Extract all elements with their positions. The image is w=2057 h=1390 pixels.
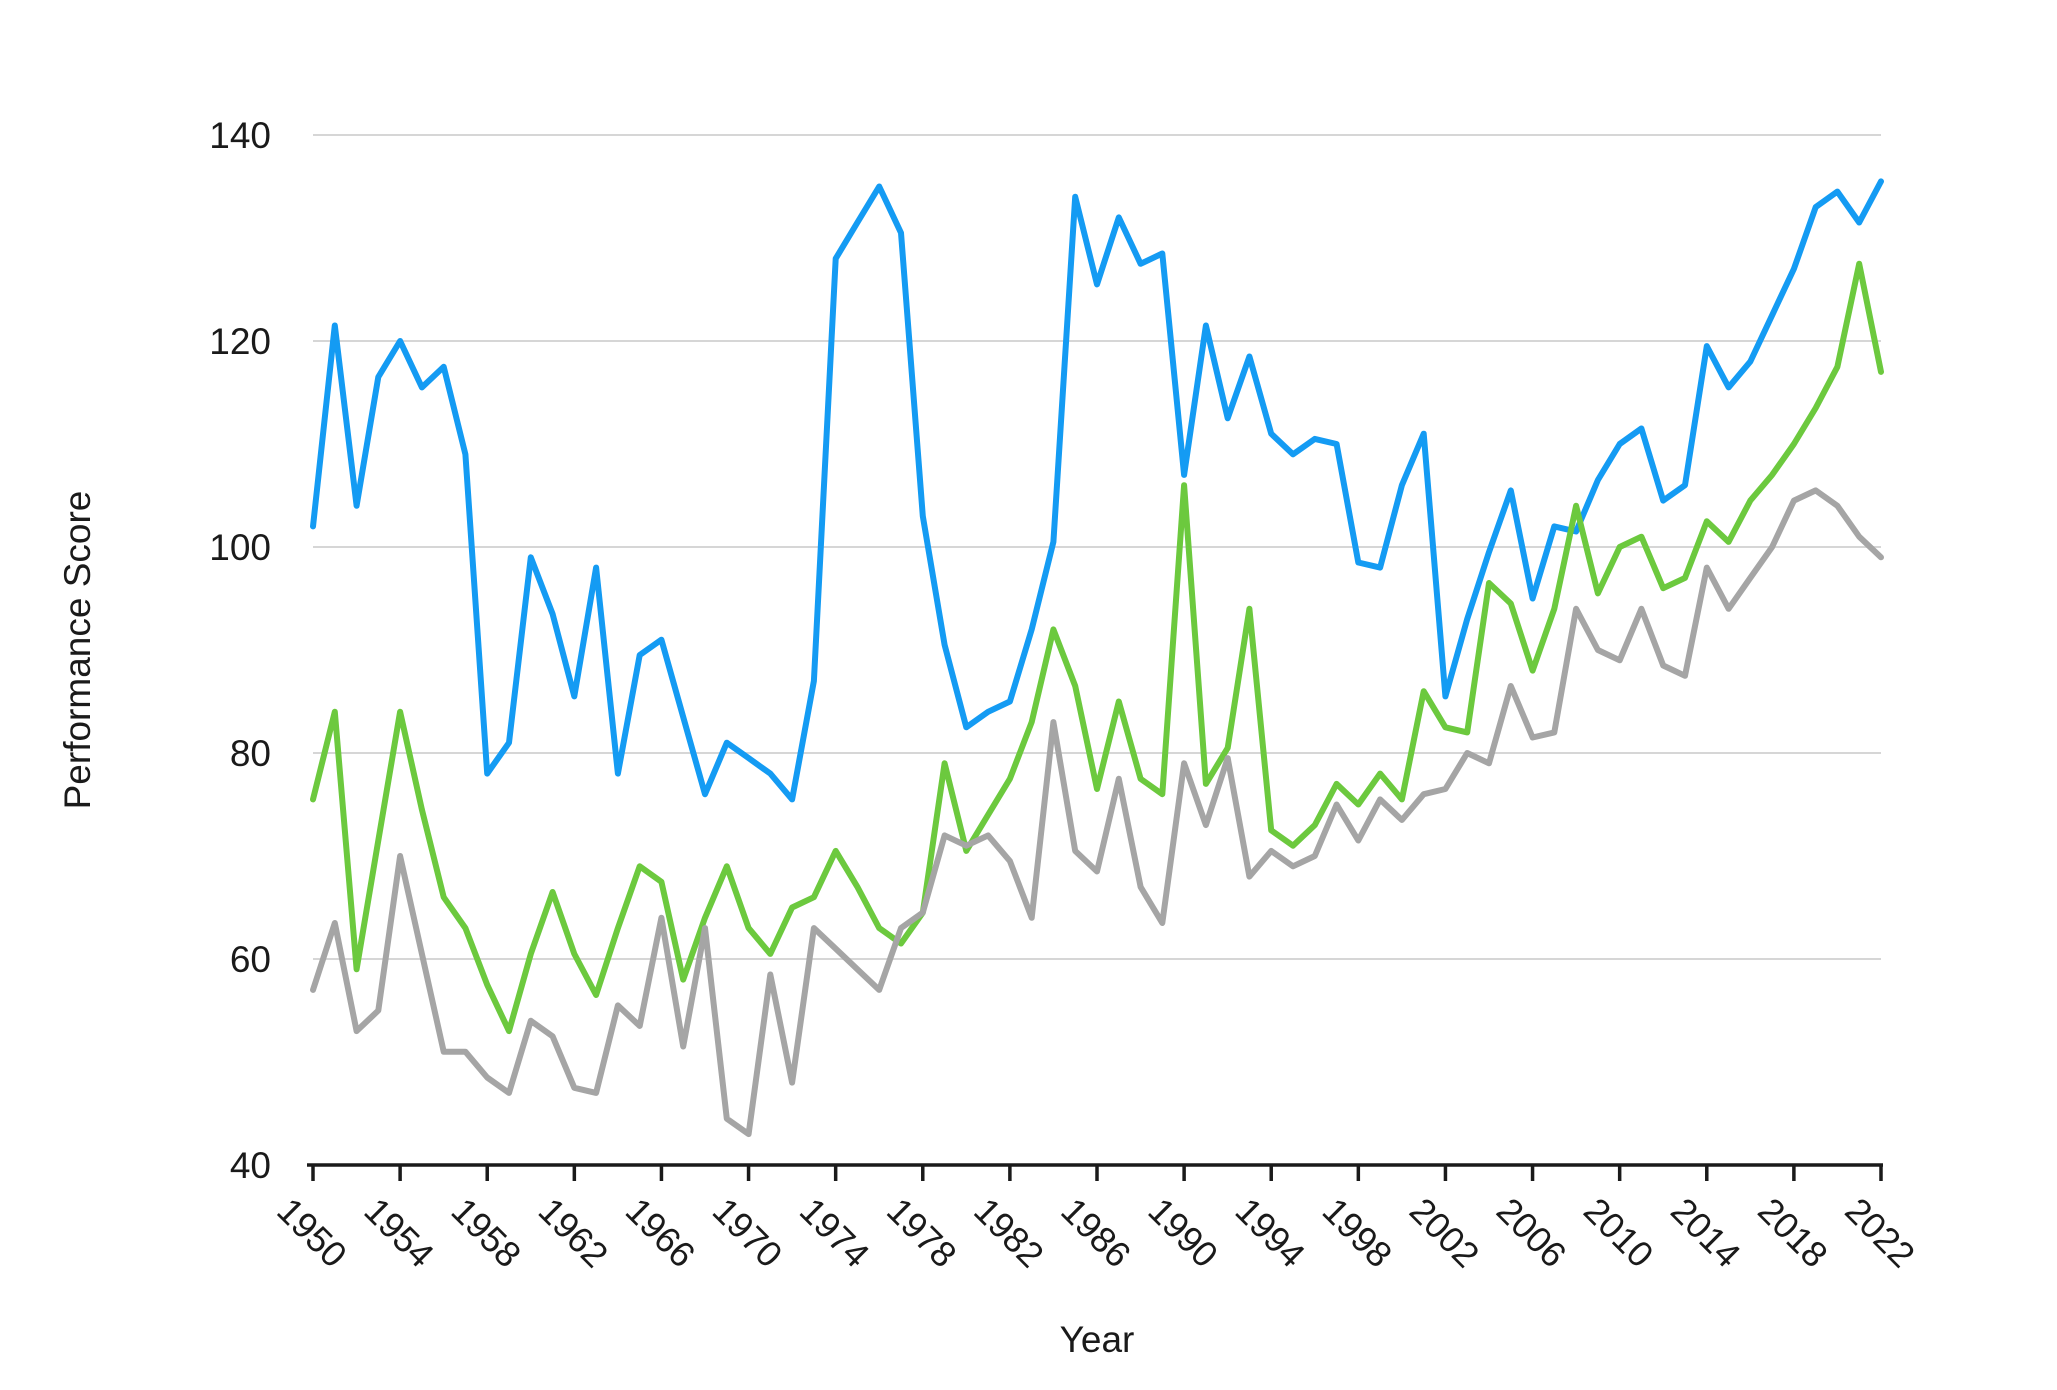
x-axis-tick-label: 1978 bbox=[879, 1190, 965, 1276]
y-axis-tick-label: 100 bbox=[209, 527, 271, 568]
x-axis-tick-label: 1962 bbox=[531, 1190, 617, 1276]
x-axis-tick-label: 2018 bbox=[1750, 1190, 1836, 1276]
y-axis-tick-label: 120 bbox=[209, 321, 271, 362]
x-axis-tick-label: 1958 bbox=[444, 1190, 530, 1276]
x-axis-tick-label: 1954 bbox=[356, 1190, 442, 1276]
y-axis-tick-label: 60 bbox=[230, 939, 271, 980]
x-axis-tick-label: 1950 bbox=[269, 1190, 355, 1276]
x-axis-tick-label: 2002 bbox=[1402, 1190, 1488, 1276]
x-axis-tick-label: 1994 bbox=[1228, 1190, 1314, 1276]
x-axis-tick-label: 1970 bbox=[705, 1190, 791, 1276]
y-axis-tick-label: 40 bbox=[230, 1145, 271, 1186]
x-axis-tick-label: 1990 bbox=[1140, 1190, 1226, 1276]
x-axis-tick-label: 2014 bbox=[1663, 1190, 1749, 1276]
x-axis-tick-label: 1982 bbox=[966, 1190, 1052, 1276]
series-gray-line bbox=[310, 487, 1884, 1138]
y-axis-tick-label: 80 bbox=[230, 733, 271, 774]
x-axis-tick-label: 2006 bbox=[1489, 1190, 1575, 1276]
y-axis-title: Performance Score bbox=[57, 491, 98, 810]
x-axis-tick-label: 1998 bbox=[1315, 1190, 1401, 1276]
x-axis-tick-label: 2022 bbox=[1837, 1190, 1923, 1276]
x-axis-title: Year bbox=[1060, 1319, 1135, 1360]
x-axis-tick-label: 1986 bbox=[1053, 1190, 1139, 1276]
gridlines bbox=[313, 134, 1881, 960]
axes bbox=[307, 1163, 1883, 1181]
data-series bbox=[310, 178, 1884, 1138]
x-axis-tick-label: 2010 bbox=[1576, 1190, 1662, 1276]
series-blue-line bbox=[310, 178, 1884, 803]
x-axis-tick-label: 1966 bbox=[618, 1190, 704, 1276]
series-green-line bbox=[310, 260, 1884, 1035]
y-axis-tick-label: 140 bbox=[209, 115, 271, 156]
x-axis-tick-label: 1974 bbox=[792, 1190, 878, 1276]
